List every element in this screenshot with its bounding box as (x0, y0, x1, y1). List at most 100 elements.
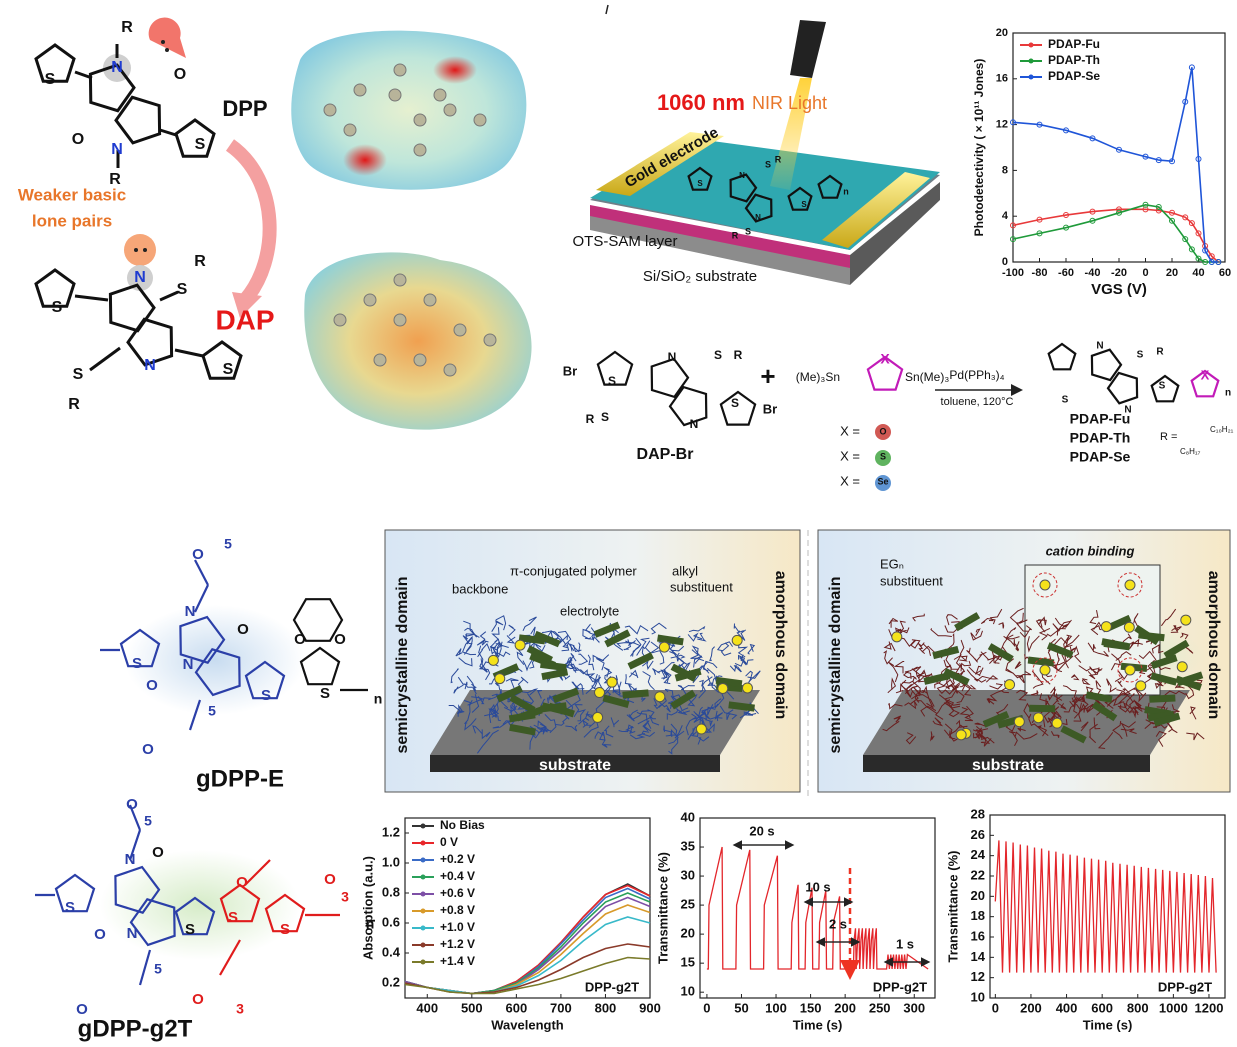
strand (998, 622, 1005, 629)
atom-label: S (177, 281, 188, 298)
y-axis-label: Absorption (a.u.) (360, 856, 375, 960)
atom-label: O (324, 871, 336, 888)
atom-ball (453, 323, 467, 337)
legend-label: +1.4 V (440, 954, 475, 968)
ring (88, 63, 136, 113)
atom-label: S (320, 685, 330, 702)
ion (1180, 614, 1192, 626)
strand (1155, 730, 1167, 747)
y-tick-label: 24 (971, 847, 986, 862)
compound-label: DAP (215, 304, 274, 335)
strand (491, 627, 501, 647)
marker (1169, 217, 1175, 224)
atom-label: O (126, 796, 138, 813)
strand (1073, 696, 1078, 714)
y-tick-label: 35 (681, 838, 695, 853)
marker (1182, 236, 1189, 243)
strand (613, 675, 621, 691)
strand (463, 699, 473, 706)
marker (1208, 259, 1215, 265)
annotation: 2 s (829, 916, 847, 931)
strand (968, 666, 984, 676)
ion (594, 687, 606, 699)
note: Weaker basic (18, 185, 126, 204)
strand (1097, 731, 1114, 749)
strand (714, 710, 724, 722)
strand (719, 705, 738, 720)
legend-label: +0.8 V (440, 903, 475, 917)
legend-swatch (420, 942, 426, 948)
strand (636, 711, 652, 729)
x-tick-label: -40 (1085, 267, 1101, 279)
x-tick-label: 250 (869, 1000, 891, 1015)
strand (920, 642, 931, 657)
strand (701, 698, 724, 720)
x-tick-label: 900 (639, 1000, 661, 1015)
strand (976, 734, 992, 747)
lone-pair-bubble (124, 234, 156, 266)
legend-swatch (420, 959, 426, 965)
strand (895, 682, 905, 694)
y-tick-label: 28 (971, 806, 985, 821)
strand (1016, 689, 1029, 701)
x-tick-label: 300 (903, 1000, 925, 1015)
ring (668, 385, 708, 427)
y-tick-label: 22 (971, 867, 985, 882)
strand (668, 728, 679, 745)
strand (747, 643, 756, 655)
strand (566, 652, 577, 665)
strand (709, 646, 715, 662)
strand (946, 614, 958, 626)
series-line (1012, 67, 1219, 263)
strand (637, 709, 655, 725)
strand (1146, 673, 1153, 679)
legend-swatch (1028, 58, 1034, 64)
bond (128, 829, 142, 861)
strand (1117, 680, 1123, 688)
y-axis-label: Photodetectivity ( × 10¹¹ Jones) (972, 59, 986, 237)
structures (34, 43, 1220, 986)
strand (685, 713, 698, 736)
ring (108, 283, 156, 333)
strand (1127, 641, 1135, 650)
strand (1073, 703, 1089, 719)
backbone-rod (728, 701, 755, 712)
ion (1039, 664, 1051, 676)
strand (593, 673, 602, 690)
strand (1071, 674, 1080, 681)
ion (955, 729, 967, 741)
backbone-rod (1085, 691, 1113, 703)
atom-label: S (714, 348, 722, 362)
strand (464, 718, 477, 731)
catalyst: Pd(PPh₃)₄ (949, 368, 1004, 382)
marker (1089, 208, 1096, 215)
conversion-arrow (225, 139, 277, 305)
strand (1054, 617, 1072, 628)
atom-label: N (127, 925, 138, 942)
x-tick-label: 400 (416, 1000, 438, 1015)
backbone-rod (657, 634, 684, 646)
strand (491, 619, 504, 632)
strand (565, 724, 578, 732)
x-tick-label: 600 (506, 1000, 528, 1015)
atom-label: R (1156, 347, 1164, 358)
strand (1009, 731, 1018, 747)
strand (641, 660, 654, 670)
y-tick-label: 20 (971, 888, 985, 903)
atom-label: R (586, 412, 595, 426)
ring (299, 646, 341, 686)
strand (1064, 646, 1074, 663)
legend-label: PDAP-Se (1048, 69, 1100, 83)
atom-label: S (195, 136, 206, 153)
strand (649, 714, 660, 726)
strand (883, 641, 896, 652)
bond (74, 70, 93, 80)
legend-swatch (1028, 74, 1034, 80)
strand (729, 665, 737, 673)
ion (1051, 717, 1063, 729)
atom-label: X (1201, 367, 1210, 382)
atom-label: O (76, 1001, 88, 1018)
legend-label: 0 V (440, 835, 458, 849)
legend-label: PDAP-Fu (1048, 37, 1100, 51)
strand (1189, 706, 1197, 720)
